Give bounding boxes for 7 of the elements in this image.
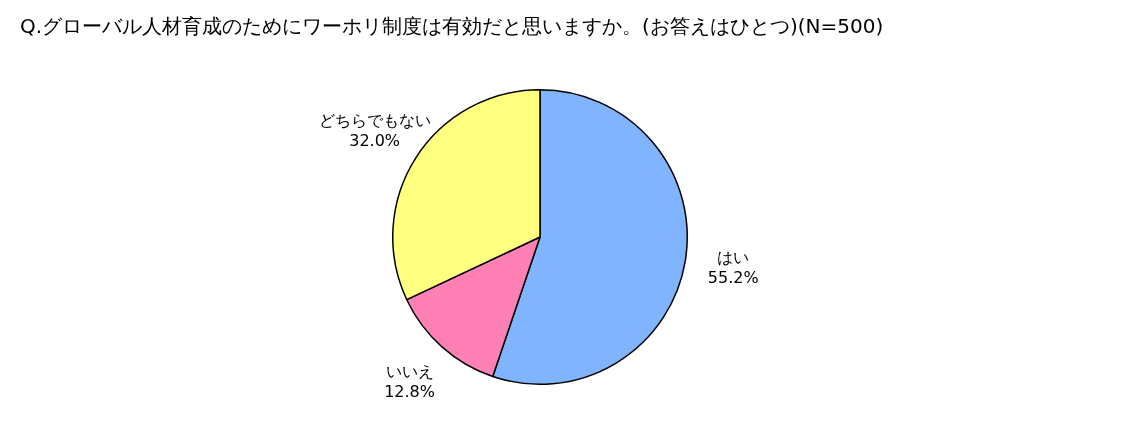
slice-label: はい xyxy=(717,248,750,268)
slice-label: どちらでもない xyxy=(318,111,431,131)
data-label: 55.2% xyxy=(707,268,759,288)
data-label: 32.0% xyxy=(349,131,401,151)
data-label: 12.8% xyxy=(384,382,435,402)
slice-label: いいえ xyxy=(385,362,434,382)
chart-title: Q.グローバル人材育成のためにワーホリ制度は有効だと思いますか。(お答えはひとつ)(N=500) xyxy=(20,14,884,39)
